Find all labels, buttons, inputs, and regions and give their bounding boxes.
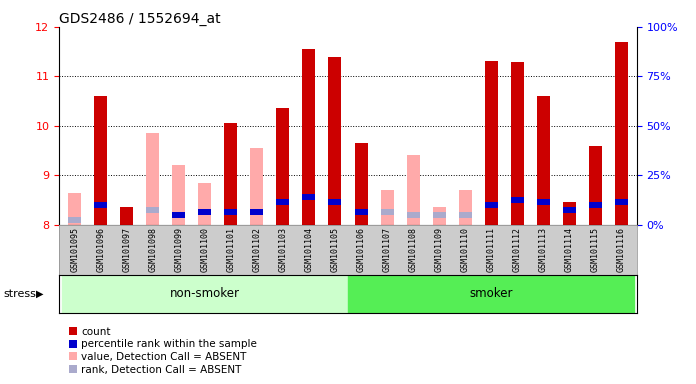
Legend: count, percentile rank within the sample, value, Detection Call = ABSENT, rank, : count, percentile rank within the sample… — [64, 323, 261, 379]
Bar — [589, 146, 602, 225]
Text: GSM101108: GSM101108 — [409, 227, 418, 272]
Text: GSM101112: GSM101112 — [513, 227, 521, 272]
Bar — [173, 166, 185, 225]
Bar — [276, 199, 290, 205]
Bar — [354, 143, 367, 225]
Bar — [94, 96, 107, 225]
Text: GSM101104: GSM101104 — [304, 227, 313, 272]
Text: smoker: smoker — [469, 287, 513, 300]
Text: ▶: ▶ — [36, 289, 44, 299]
Bar — [68, 217, 81, 223]
Bar — [459, 190, 472, 225]
Text: non-smoker: non-smoker — [170, 287, 240, 300]
Bar — [562, 207, 576, 213]
Bar — [146, 207, 159, 213]
Bar — [276, 108, 290, 225]
Bar — [406, 212, 420, 218]
Bar — [433, 212, 445, 218]
Text: GSM101113: GSM101113 — [539, 227, 548, 272]
Bar — [562, 202, 576, 225]
Text: GSM101114: GSM101114 — [564, 227, 574, 272]
Bar — [615, 42, 628, 225]
Text: GSM101102: GSM101102 — [253, 227, 262, 272]
Text: GSM101100: GSM101100 — [200, 227, 209, 272]
Bar — [459, 212, 472, 218]
Bar — [68, 192, 81, 225]
Bar — [94, 202, 107, 208]
Bar — [120, 207, 134, 225]
Bar — [303, 49, 315, 225]
Bar — [381, 209, 393, 215]
Text: GSM101095: GSM101095 — [70, 227, 79, 272]
Bar — [146, 207, 159, 213]
Text: GSM101107: GSM101107 — [383, 227, 392, 272]
Bar — [329, 199, 342, 205]
Bar — [173, 212, 185, 218]
Text: stress: stress — [3, 289, 36, 299]
Bar — [537, 199, 550, 205]
Bar — [198, 183, 212, 225]
Text: GSM101110: GSM101110 — [461, 227, 470, 272]
Bar — [224, 123, 237, 225]
Bar — [354, 209, 367, 215]
Text: GSM101105: GSM101105 — [331, 227, 340, 272]
Bar — [484, 202, 498, 208]
Bar — [484, 61, 498, 225]
Text: GSM101116: GSM101116 — [617, 227, 626, 272]
Text: GSM101111: GSM101111 — [487, 227, 496, 272]
Bar — [511, 63, 523, 225]
Bar — [224, 209, 237, 215]
Bar — [251, 148, 263, 225]
Bar — [251, 209, 263, 215]
Bar — [146, 133, 159, 225]
Text: GSM101097: GSM101097 — [122, 227, 132, 272]
Text: GSM101096: GSM101096 — [96, 227, 105, 272]
Bar — [406, 156, 420, 225]
Bar — [589, 202, 602, 208]
Bar — [537, 96, 550, 225]
Bar — [433, 207, 445, 225]
Text: GSM101109: GSM101109 — [434, 227, 443, 272]
Text: GSM101103: GSM101103 — [278, 227, 287, 272]
Text: GSM101106: GSM101106 — [356, 227, 365, 272]
Bar — [62, 275, 348, 313]
Bar — [329, 56, 342, 225]
Bar — [615, 199, 628, 205]
Text: GDS2486 / 1552694_at: GDS2486 / 1552694_at — [59, 12, 221, 25]
Text: GSM101101: GSM101101 — [226, 227, 235, 272]
Text: GSM101115: GSM101115 — [591, 227, 600, 272]
Bar — [381, 190, 393, 225]
Bar — [348, 275, 634, 313]
Bar — [511, 197, 523, 203]
Bar — [303, 194, 315, 200]
Text: GSM101098: GSM101098 — [148, 227, 157, 272]
Bar — [198, 209, 212, 215]
Text: GSM101099: GSM101099 — [175, 227, 183, 272]
